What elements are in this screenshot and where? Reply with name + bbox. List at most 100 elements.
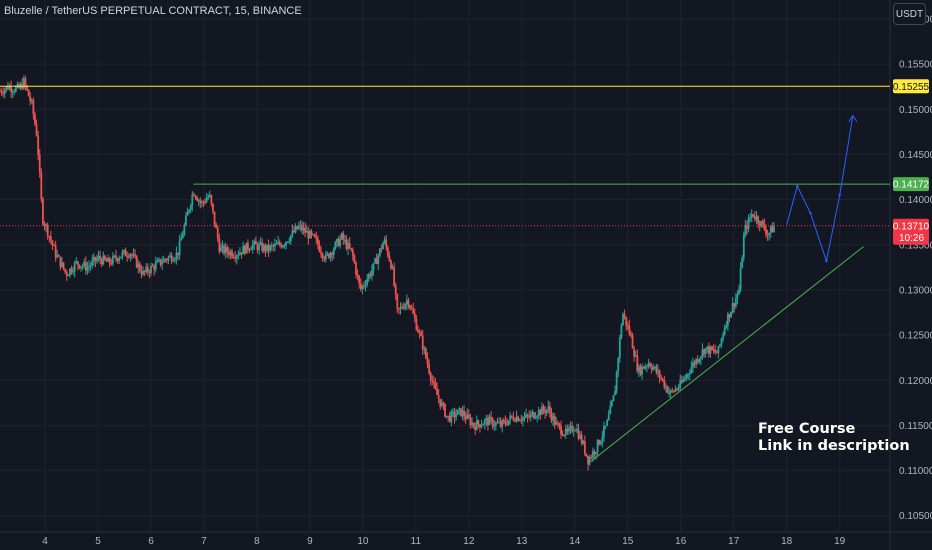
candle-body: [564, 428, 567, 435]
candle-body: [529, 413, 532, 418]
candle-body: [429, 372, 432, 381]
candle-body: [717, 346, 720, 354]
candle-body: [738, 289, 740, 295]
candle-body: [612, 395, 615, 402]
candle-body: [620, 325, 623, 338]
candle-body: [485, 418, 488, 421]
currency-button[interactable]: USDT: [893, 3, 926, 25]
candle-body: [544, 410, 547, 414]
candle-body: [647, 363, 650, 367]
candle-body: [261, 242, 264, 252]
candle-body: [380, 248, 383, 250]
candle-body: [603, 426, 605, 437]
candle-body: [456, 409, 459, 415]
candle-body: [78, 264, 81, 269]
candle-body: [761, 220, 764, 224]
candle-body: [650, 366, 653, 370]
candle-body: [266, 244, 268, 252]
candle-body: [723, 327, 726, 335]
candle-body: [523, 416, 526, 418]
candle-body: [741, 257, 744, 268]
candle-body: [494, 422, 497, 426]
candle-body: [699, 356, 702, 360]
candle-body: [32, 100, 35, 115]
candle-body: [405, 300, 408, 304]
candle-body: [229, 251, 232, 256]
candle-body: [677, 387, 680, 390]
candle-body: [552, 415, 554, 421]
candle-body: [146, 266, 149, 273]
candle-body: [154, 262, 157, 270]
candle-body: [730, 311, 732, 318]
candle-body: [59, 256, 62, 267]
candle-body: [626, 325, 629, 327]
y-tick-label: 0.12500: [899, 331, 932, 342]
candle-body: [156, 260, 159, 263]
candle-body: [501, 420, 504, 427]
candle-body: [264, 245, 267, 252]
candle-body: [668, 392, 670, 394]
candle-body: [80, 266, 82, 269]
candle-body: [692, 362, 694, 368]
candle-body: [623, 314, 626, 317]
candle-body: [37, 135, 40, 155]
x-tick-label: 12: [463, 536, 475, 547]
candle-body: [30, 100, 33, 102]
candle-body: [27, 89, 30, 97]
candle-body: [440, 402, 443, 407]
price-label: 0.13710: [893, 221, 930, 232]
candle-body: [223, 245, 225, 254]
candle-body: [725, 325, 728, 328]
grid: [0, 0, 890, 532]
candle-body: [309, 230, 311, 239]
candles: [0, 75, 775, 471]
candle-body: [556, 422, 559, 424]
candle-body: [140, 270, 143, 275]
candle-body: [53, 245, 55, 247]
candle-body: [377, 255, 380, 265]
candle-body: [212, 203, 214, 212]
candle-body: [720, 338, 723, 345]
candle-body: [760, 220, 763, 227]
candle-body: [321, 253, 324, 258]
candle-body: [135, 256, 138, 268]
candle-body: [742, 235, 745, 258]
candle-body: [471, 422, 473, 426]
candle-body: [328, 253, 330, 258]
candle-body: [509, 415, 512, 421]
candle-body: [305, 230, 308, 233]
candle-body: [736, 294, 739, 299]
candle-body: [363, 285, 365, 287]
candle-body: [151, 265, 154, 267]
candle-body: [712, 349, 715, 351]
x-tick-label: 4: [42, 536, 48, 547]
candle-body: [202, 201, 205, 203]
candle-body: [186, 211, 189, 216]
candle-body: [286, 241, 289, 243]
candle-body: [231, 251, 233, 257]
candle-body: [301, 224, 303, 231]
candle-body: [267, 244, 270, 251]
candle-body: [649, 363, 651, 367]
candle-body: [739, 267, 742, 290]
candle-body: [447, 415, 450, 417]
candle-body: [227, 252, 230, 256]
candle-body: [493, 425, 496, 427]
candle-body: [270, 245, 273, 247]
candle-body: [510, 415, 513, 417]
candle-body: [86, 267, 89, 271]
candle-body: [496, 422, 499, 424]
candle-body: [105, 259, 108, 262]
candle-body: [134, 254, 136, 257]
candle-body: [115, 255, 117, 259]
candle-body: [615, 371, 618, 392]
candle-body: [657, 370, 659, 373]
candle-body: [205, 198, 208, 203]
candle-body: [606, 420, 609, 426]
candle-body: [569, 425, 572, 428]
candle-body: [138, 263, 141, 271]
candle-body: [137, 263, 140, 268]
candle-body: [695, 359, 698, 365]
candle-body: [372, 263, 375, 271]
